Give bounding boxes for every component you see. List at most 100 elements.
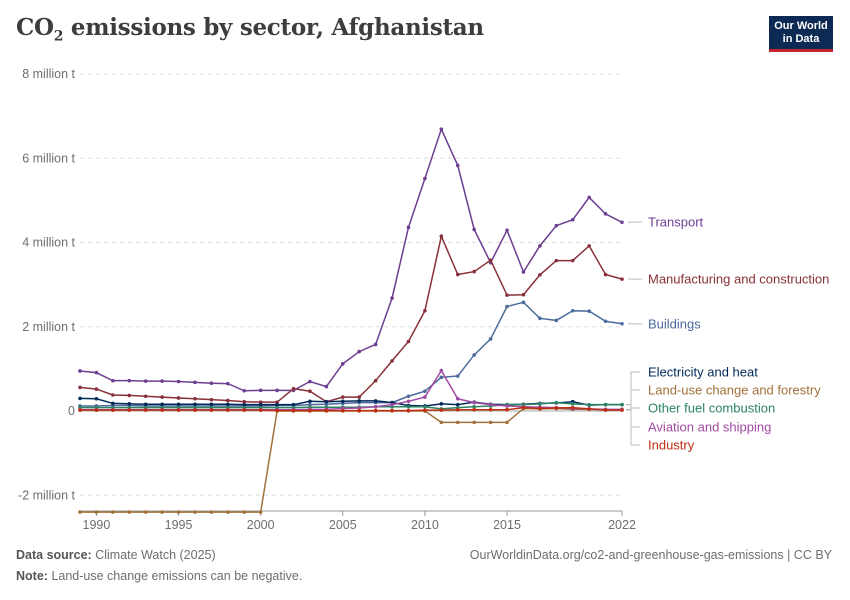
data-point	[291, 402, 296, 407]
chart-note: Note: Land-use change emissions can be n…	[16, 569, 303, 583]
data-point	[176, 408, 181, 412]
data-point	[439, 234, 444, 238]
data-point	[242, 388, 247, 393]
series-aviation-and-shipping[interactable]	[78, 368, 624, 412]
data-source-link[interactable]: Climate Watch (2025)	[95, 548, 216, 562]
data-point	[308, 389, 312, 394]
data-point	[308, 408, 312, 413]
series-label-buildings[interactable]: Buildings	[648, 317, 701, 332]
data-point	[258, 388, 263, 393]
series-line-transport	[79, 127, 623, 392]
data-point	[603, 402, 608, 407]
data-point	[521, 270, 526, 274]
x-tick-label: 1995	[165, 518, 193, 532]
data-point	[176, 396, 181, 400]
data-point	[324, 402, 329, 407]
series-label-aviation-and-shipping[interactable]: Aviation and shipping	[648, 420, 771, 435]
data-point	[505, 407, 509, 412]
data-point	[423, 176, 427, 181]
source-url-link[interactable]: OurWorldinData.org/co2-and-greenhouse-ga…	[469, 548, 832, 562]
label-connector	[626, 409, 640, 446]
data-point	[488, 402, 493, 407]
series-manufacturing-and-construction[interactable]	[78, 233, 624, 404]
data-point	[620, 408, 624, 412]
owid-logo[interactable]: Our World in Data	[769, 16, 833, 52]
data-point	[423, 395, 427, 399]
page-title: CO2 emissions by sector, Afghanistan	[16, 14, 484, 45]
data-point	[340, 395, 345, 399]
data-point	[554, 318, 559, 323]
series-line-industry	[80, 406, 622, 412]
data-point	[505, 420, 509, 425]
data-point	[554, 223, 559, 228]
data-point	[455, 402, 460, 407]
data-point	[160, 379, 164, 383]
data-point	[406, 399, 411, 404]
data-point	[242, 408, 247, 412]
data-point	[78, 385, 82, 390]
data-point	[324, 408, 329, 413]
logo-line-1: Our World	[774, 20, 828, 32]
data-point	[111, 393, 115, 397]
series-label-land-use-change-and-forestry[interactable]: Land-use change and forestry	[648, 383, 821, 398]
data-point	[340, 408, 345, 413]
data-point	[226, 402, 230, 407]
data-point	[357, 349, 362, 354]
series-label-electricity-and-heat[interactable]: Electricity and heat	[648, 365, 758, 380]
data-point	[603, 212, 608, 216]
data-point	[111, 510, 115, 514]
data-point	[193, 396, 197, 401]
data-point	[472, 400, 476, 405]
data-point	[275, 402, 279, 407]
data-point	[455, 272, 460, 277]
data-point	[406, 408, 411, 413]
data-point	[258, 400, 263, 404]
data-point	[570, 402, 575, 406]
data-point	[160, 402, 164, 407]
y-tick-label: 0	[68, 404, 75, 418]
series-label-manufacturing-and-construction[interactable]: Manufacturing and construction	[648, 272, 829, 287]
data-point	[160, 408, 164, 412]
data-point	[554, 400, 559, 405]
data-point	[111, 378, 115, 383]
data-point	[324, 399, 329, 404]
data-point	[373, 399, 378, 403]
x-axis: 1990 1995 2000 2005 2010 2015 2022	[80, 510, 636, 532]
data-point	[554, 406, 559, 410]
data-point	[423, 389, 427, 394]
data-point	[143, 394, 148, 399]
data-point	[390, 408, 394, 413]
data-point	[603, 272, 608, 277]
data-point	[423, 408, 427, 412]
y-tick-label: 6 million t	[22, 151, 75, 165]
data-point	[127, 402, 132, 406]
chart-area: -2 million t 0 2 million t 4 million t 6 mil…	[18, 67, 829, 532]
data-point	[390, 296, 394, 300]
series-line-buildings	[80, 301, 623, 407]
data-point	[587, 309, 591, 313]
label-connector	[626, 404, 640, 409]
label-connector	[626, 371, 640, 406]
series-land-use-change-and-forestry[interactable]	[78, 406, 624, 514]
data-point	[455, 163, 460, 168]
data-point	[111, 408, 115, 412]
series-industry[interactable]	[78, 405, 624, 413]
series-transport[interactable]	[78, 127, 624, 393]
data-point	[455, 396, 460, 401]
data-point	[340, 399, 345, 404]
data-point	[538, 406, 542, 411]
series-buildings[interactable]	[78, 300, 624, 408]
data-point	[209, 408, 214, 412]
data-point	[357, 395, 362, 399]
series-label-industry[interactable]: Industry	[648, 438, 695, 453]
data-point	[94, 387, 99, 391]
data-point	[340, 362, 345, 366]
series-labels: Transport Manufacturing and construction B…	[626, 215, 829, 453]
data-point	[439, 127, 444, 131]
series-label-other-fuel-combustion[interactable]: Other fuel combustion	[648, 401, 775, 416]
data-point	[538, 316, 542, 321]
series-label-transport[interactable]: Transport	[648, 215, 704, 230]
data-point	[94, 396, 99, 401]
data-point	[308, 399, 312, 404]
label-connector	[626, 408, 640, 428]
